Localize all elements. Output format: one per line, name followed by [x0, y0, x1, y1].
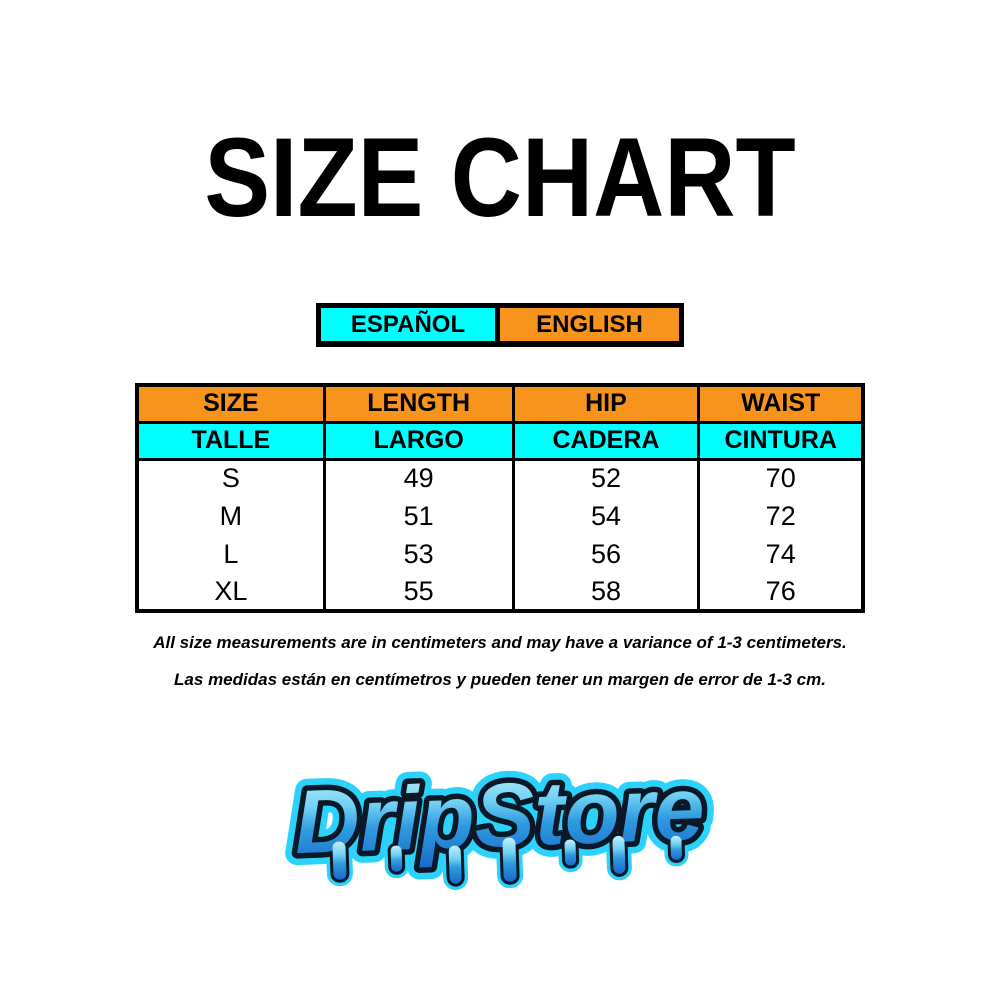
header-row-spanish: TALLE LARGO CADERA CINTURA: [135, 422, 865, 461]
header-largo: LARGO: [322, 422, 515, 461]
dripstore-logo-svg: DripStore DripStore: [281, 748, 718, 891]
table-cell: 56: [511, 535, 701, 573]
table-row-m: M 51 54 72: [135, 497, 865, 535]
page-title: SIZE CHART: [204, 115, 796, 240]
table-cell: S: [135, 459, 326, 497]
table-row-l: L 53 56 74: [135, 535, 865, 573]
header-talle: TALLE: [135, 422, 326, 461]
table-cell: 49: [322, 459, 515, 497]
note-spanish: Las medidas están en centímetros y puede…: [174, 670, 826, 689]
table-cell: 54: [511, 497, 701, 535]
table-cell: 74: [697, 535, 865, 573]
table-cell: 58: [511, 573, 701, 611]
table-cell: M: [135, 497, 326, 535]
table-cell: 51: [322, 497, 515, 535]
table-cell: 53: [322, 535, 515, 573]
language-tabs: ESPAÑOL ENGLISH: [316, 303, 684, 347]
header-cintura: CINTURA: [697, 422, 865, 461]
header-row-english: SIZE LENGTH HIP WAIST: [135, 385, 865, 424]
logo-outline-layer: DripStore: [287, 753, 712, 887]
table-cell: XL: [135, 573, 326, 611]
header-length: LENGTH: [322, 385, 515, 424]
table-cell: L: [135, 535, 326, 573]
table-row-xl: XL 55 58 76: [135, 573, 865, 611]
dripstore-logo: DripStore DripStore: [270, 748, 730, 913]
table-cell: 72: [697, 497, 865, 535]
header-cadera: CADERA: [511, 422, 701, 461]
logo-fill-layer: DripStore: [293, 759, 706, 884]
table-cell: 55: [322, 573, 515, 611]
logo-text-fill: DripStore: [293, 759, 706, 873]
header-waist: WAIST: [697, 385, 865, 424]
size-table: SIZE LENGTH HIP WAIST TALLE LARGO CADERA…: [135, 383, 865, 613]
note-english: All size measurements are in centimeters…: [153, 633, 847, 652]
table-cell: 76: [697, 573, 865, 611]
table-cell: 70: [697, 459, 865, 497]
logo-text-outline: DripStore: [293, 759, 706, 873]
header-size: SIZE: [135, 385, 326, 424]
tab-espanol[interactable]: ESPAÑOL: [321, 308, 500, 341]
table-cell: 52: [511, 459, 701, 497]
table-row-s: S 49 52 70: [135, 459, 865, 497]
tab-english[interactable]: ENGLISH: [500, 308, 679, 341]
header-hip: HIP: [511, 385, 701, 424]
